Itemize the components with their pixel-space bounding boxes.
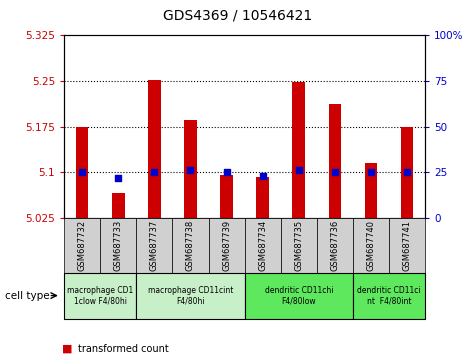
Bar [112,193,124,218]
Bar [245,273,353,319]
Bar [209,218,245,273]
Bar [365,163,377,218]
Bar [64,218,100,273]
Bar [245,218,281,273]
Bar [136,273,245,319]
Point [295,167,303,173]
Text: ■: ■ [62,344,72,354]
Text: GSM687738: GSM687738 [186,219,195,271]
Point [78,169,86,175]
Bar [136,218,172,273]
Text: dendritic CD11chi
F4/80low: dendritic CD11chi F4/80low [265,286,333,305]
Text: GSM687733: GSM687733 [114,219,123,271]
Text: GSM687740: GSM687740 [367,219,375,271]
Point [187,167,194,173]
Bar [353,273,425,319]
Bar [317,218,353,273]
Point [403,169,411,175]
Text: GSM687735: GSM687735 [294,219,303,271]
Bar [389,218,425,273]
Bar [184,120,197,218]
Text: GDS4369 / 10546421: GDS4369 / 10546421 [163,9,312,23]
Point [259,173,266,179]
Text: GSM687741: GSM687741 [403,219,411,271]
Text: GSM687732: GSM687732 [78,219,86,271]
Text: GSM687739: GSM687739 [222,219,231,271]
Bar [353,218,389,273]
Bar [172,218,209,273]
Text: GSM687734: GSM687734 [258,219,267,271]
Text: dendritic CD11ci
nt  F4/80int: dendritic CD11ci nt F4/80int [357,286,421,305]
Bar [148,80,161,218]
Bar [281,218,317,273]
Text: GSM687737: GSM687737 [150,219,159,271]
Point [223,169,230,175]
Point [367,169,375,175]
Bar [76,126,88,218]
Bar [293,82,305,218]
Text: GSM687736: GSM687736 [331,219,339,271]
Point [151,169,158,175]
Text: transformed count: transformed count [78,344,169,354]
Text: macrophage CD11cint
F4/80hi: macrophage CD11cint F4/80hi [148,286,233,305]
Text: cell type: cell type [5,291,49,301]
Bar [401,126,413,218]
Bar [64,273,136,319]
Bar [329,104,341,218]
Bar [220,175,233,218]
Bar [256,177,269,218]
Point [331,169,339,175]
Bar [100,218,136,273]
Point [114,175,122,181]
Text: macrophage CD1
1clow F4/80hi: macrophage CD1 1clow F4/80hi [67,286,133,305]
